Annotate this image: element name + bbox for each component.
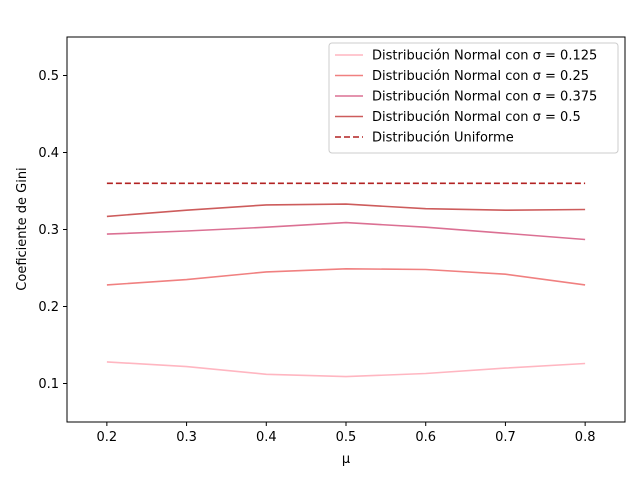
y-tick-label: 0.3 [38, 223, 59, 238]
y-axis: 0.1 0.2 0.3 0.4 0.5 [38, 69, 67, 392]
x-tick-label: 0.5 [336, 430, 357, 445]
x-tick-label: 0.4 [256, 430, 277, 445]
legend: Distribución Normal con σ = 0.125 Distrib… [328, 42, 619, 154]
legend-label-2: Distribución Normal con σ = 0.25 [372, 69, 589, 84]
x-tick-label: 0.3 [176, 430, 197, 445]
legend-label-5: Distribución Uniforme [372, 131, 514, 146]
legend-label-4: Distribución Normal con σ = 0.5 [372, 110, 581, 125]
series-line-4 [106, 203, 586, 218]
legend-box [328, 42, 619, 154]
series-line-2 [106, 267, 586, 286]
y-tick-label: 0.5 [38, 69, 59, 84]
series-line-1 [106, 361, 586, 378]
x-tick-label: 0.7 [495, 430, 516, 445]
x-axis: 0.2 0.3 0.4 0.5 0.6 0.7 0.8 [97, 422, 596, 445]
y-tick-label: 0.4 [38, 146, 59, 161]
x-tick-label: 0.6 [415, 430, 436, 445]
x-axis-label: μ [342, 452, 350, 467]
legend-label-1: Distribución Normal con σ = 0.125 [372, 49, 597, 64]
x-tick-label: 0.8 [575, 430, 596, 445]
y-tick-label: 0.1 [38, 377, 59, 392]
series-line-3 [106, 221, 586, 241]
x-tick-label: 0.2 [97, 430, 118, 445]
y-tick-label: 0.2 [38, 300, 59, 315]
series-layer [106, 182, 586, 378]
legend-label-3: Distribución Normal con σ = 0.375 [372, 90, 597, 105]
y-axis-label: Coeficiente de Gini [15, 167, 30, 290]
